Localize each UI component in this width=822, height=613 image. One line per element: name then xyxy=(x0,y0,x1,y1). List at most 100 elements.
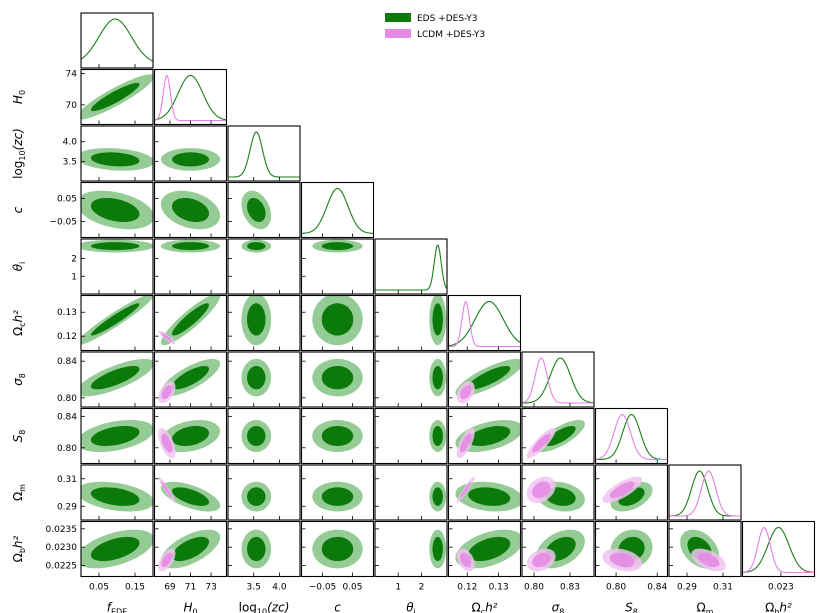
x-tick-label-omch2: 0.12 xyxy=(457,583,477,593)
x-tick-label-Omegam: 0.29 xyxy=(677,583,697,593)
marginal-eds-S8 xyxy=(595,413,668,461)
panel-frame xyxy=(227,294,301,352)
x-tick-label-thetai: 2 xyxy=(419,583,425,593)
contour-lcdm-68-omch2-ombh2 xyxy=(460,552,472,568)
panel-thetai-S8 xyxy=(374,407,448,465)
y-tick-label-sigma8: 0.84 xyxy=(57,357,77,367)
panel-frame xyxy=(741,520,816,578)
contour-eds-68-omch2-sigma8 xyxy=(468,366,511,390)
contour-lcdm-68-omch2-sigma8 xyxy=(460,385,472,400)
contour-eds-68-fEDE-c xyxy=(90,198,140,222)
panel-frame xyxy=(521,464,595,521)
contour-eds-68-thetai-Omegam xyxy=(432,487,443,506)
panel-fEDE-Omegam xyxy=(80,464,154,521)
contour-eds-68-omch2-S8 xyxy=(468,426,511,446)
marginal-eds-c xyxy=(301,187,374,234)
panel-frame xyxy=(668,464,742,521)
contour-eds-68-thetai-S8 xyxy=(432,426,443,446)
contour-lcdm-68-H0-Omegam xyxy=(161,481,173,498)
contour-eds-68-fEDE-Omegam xyxy=(90,487,140,506)
panel-Omegam-Omegam xyxy=(668,464,742,521)
legend-label-0: EDS +DES-Y3 xyxy=(417,14,477,24)
panel-fEDE-H0 xyxy=(80,68,154,126)
y-tick-label-thetai: 2 xyxy=(71,255,77,265)
panel-sigma8-sigma8 xyxy=(521,351,595,408)
y-tick-label-logzc: 4.0 xyxy=(63,138,78,148)
panel-c-Omegam xyxy=(300,464,375,521)
panel-fEDE-thetai xyxy=(80,238,154,295)
panel-frame xyxy=(80,181,154,239)
contour-eds-68-c-omch2 xyxy=(321,303,354,336)
legend-label-1: LCDM +DES-Y3 xyxy=(417,30,485,40)
x-tick-label-fEDE: 0.05 xyxy=(89,583,109,593)
contour-eds-68-sigma8-S8 xyxy=(545,426,576,446)
panel-sigma8-ombh2 xyxy=(521,520,595,578)
panel-frame xyxy=(594,407,669,465)
contour-eds-68-fEDE-logzc xyxy=(90,152,140,167)
contour-eds-68-H0-omch2 xyxy=(172,303,209,336)
y-tick-label-c: −0.05 xyxy=(49,217,77,227)
contour-lcdm-68-sigma8-ombh2 xyxy=(532,552,551,568)
panel-frame xyxy=(80,407,154,465)
x-axis-label-omch2: Ωch² xyxy=(472,601,498,613)
marginal-eds-H0 xyxy=(154,74,227,121)
x-tick-label-c: 0.05 xyxy=(342,583,362,593)
panel-thetai-thetai xyxy=(374,238,448,295)
x-tick-label-logzc: 4.0 xyxy=(272,583,287,593)
panel-omch2-omch2 xyxy=(447,294,522,352)
panel-frame xyxy=(227,407,301,465)
y-axis-label-S8: S8 xyxy=(11,430,27,443)
y-tick-label-Omegam: 0.29 xyxy=(57,502,77,512)
marginal-lcdm-omch2 xyxy=(448,300,521,348)
contour-lcdm-68-omch2-S8 xyxy=(460,433,472,453)
panel-frame xyxy=(227,464,301,521)
contour-eds-68-omch2-ombh2 xyxy=(468,536,511,562)
marginal-eds-Omegam xyxy=(669,470,741,517)
panel-frame xyxy=(374,294,448,352)
panel-frame xyxy=(447,351,522,408)
contour-eds-68-H0-sigma8 xyxy=(172,366,209,390)
contour-eds-68-logzc-omch2 xyxy=(247,303,266,336)
panel-omch2-S8 xyxy=(447,407,522,465)
panel-H0-Omegam xyxy=(153,464,228,521)
y-tick-label-ombh2: 0.0235 xyxy=(46,525,78,535)
contour-eds-68-fEDE-thetai xyxy=(90,242,140,251)
panel-Omegam-ombh2 xyxy=(668,520,742,578)
panel-H0-logzc xyxy=(153,125,228,182)
panel-frame xyxy=(80,68,154,126)
y-tick-label-ombh2: 0.0225 xyxy=(46,562,78,572)
contour-eds-68-thetai-sigma8 xyxy=(432,366,443,390)
contour-eds-68-H0-Omegam xyxy=(172,487,209,506)
panel-c-omch2 xyxy=(300,294,375,352)
contour-eds-68-thetai-omch2 xyxy=(432,303,443,336)
panel-fEDE-logzc xyxy=(80,125,154,182)
panel-frame xyxy=(80,351,154,408)
marginal-eds-sigma8 xyxy=(522,357,594,404)
contour-eds-68-logzc-ombh2 xyxy=(247,536,266,562)
panel-fEDE-S8 xyxy=(80,407,154,465)
y-tick-label-omch2: 0.12 xyxy=(57,332,77,342)
contour-eds-68-H0-logzc xyxy=(172,152,209,167)
panel-H0-ombh2 xyxy=(153,520,228,578)
panel-frame xyxy=(80,520,154,578)
panel-S8-Omegam xyxy=(594,464,669,521)
panel-logzc-ombh2 xyxy=(227,520,301,578)
y-axis-label-H0: H0 xyxy=(11,90,27,104)
x-axis-label-ombh2: Ωbh² xyxy=(765,601,792,613)
panel-c-S8 xyxy=(300,407,375,465)
panel-frame xyxy=(227,351,301,408)
x-axis-label-logzc: log10(zc) xyxy=(239,601,290,613)
panel-frame xyxy=(80,12,154,69)
panel-c-thetai xyxy=(300,238,375,295)
contour-eds-68-H0-thetai xyxy=(172,242,209,251)
panel-logzc-thetai xyxy=(227,238,301,295)
contour-eds-68-c-thetai xyxy=(321,242,354,251)
y-axis-label-thetai: θi xyxy=(11,262,27,272)
panel-frame xyxy=(447,520,522,578)
y-axis-label-c: c xyxy=(11,206,25,213)
contour-eds-68-c-ombh2 xyxy=(321,536,354,562)
panel-H0-c xyxy=(153,181,228,239)
panel-frame xyxy=(227,181,301,239)
x-tick-label-H0: 73 xyxy=(205,583,216,593)
contour-lcdm-68-H0-S8 xyxy=(161,433,173,453)
